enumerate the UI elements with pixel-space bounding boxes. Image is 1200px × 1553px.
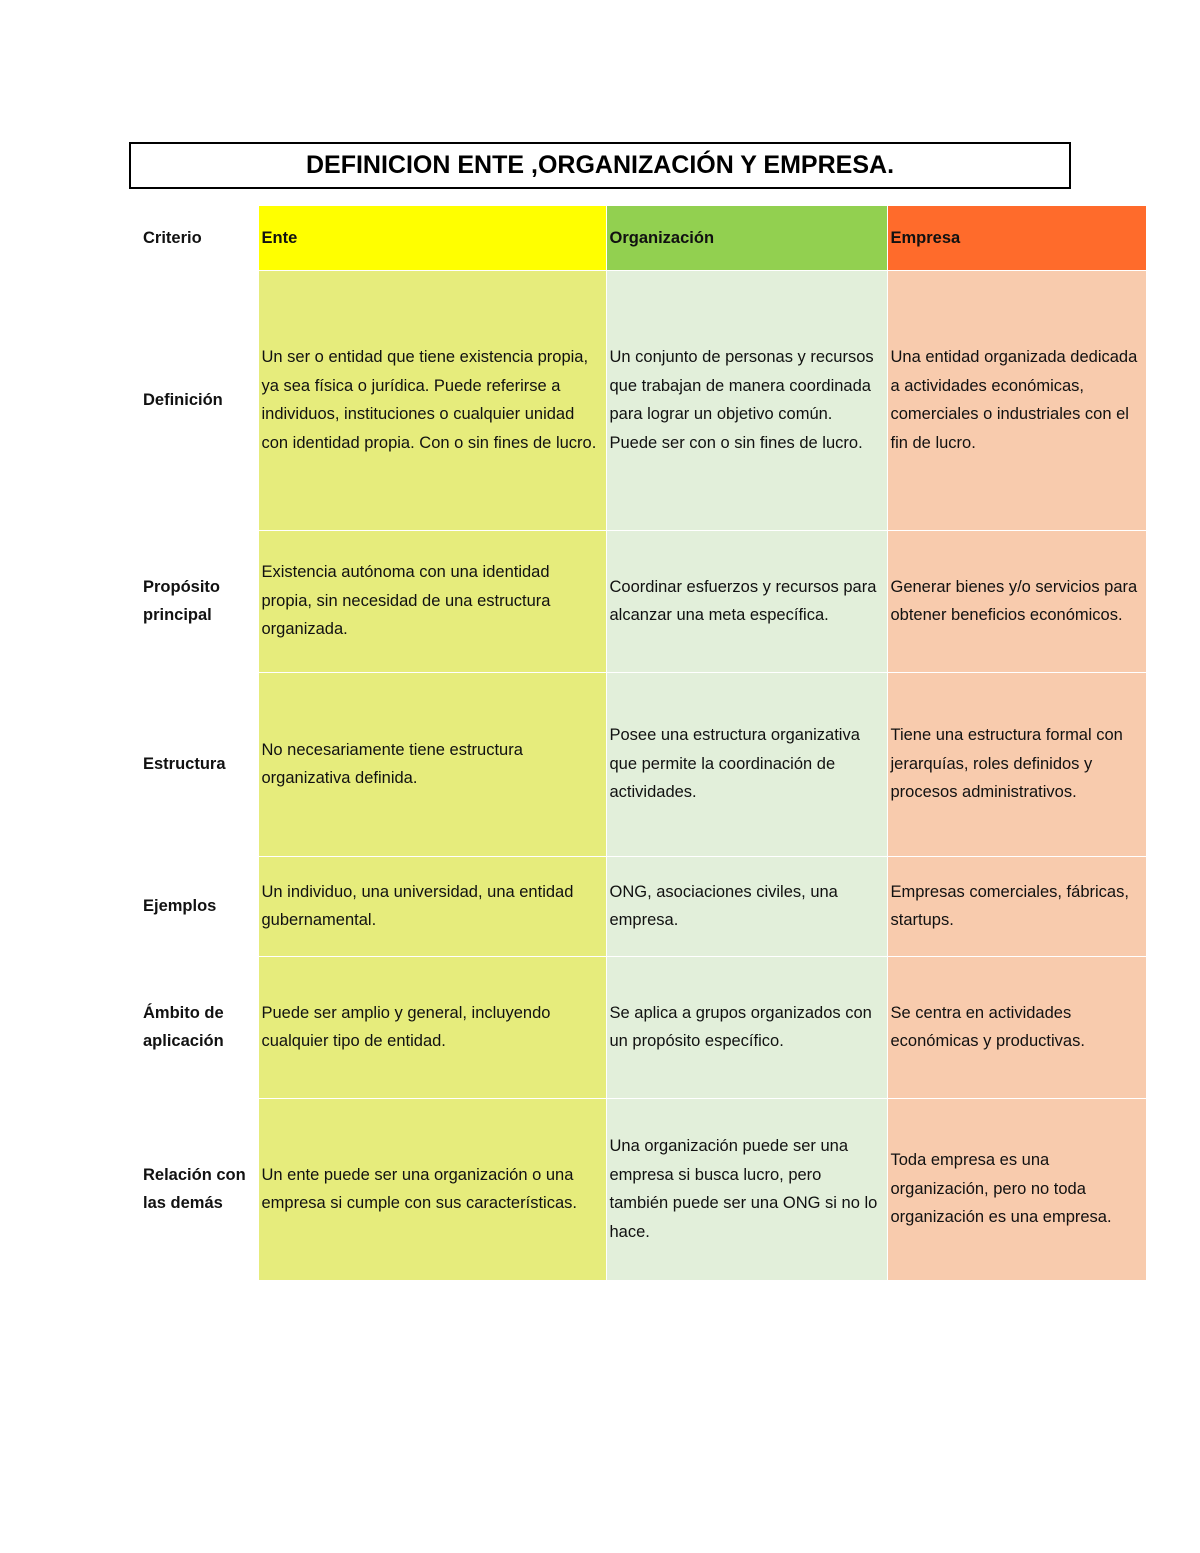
table-cell: Generar bienes y/o servicios para obtene…: [887, 530, 1147, 673]
table-cell: Tiene una estructura formal con jerarquí…: [887, 672, 1147, 857]
table-cell: Existencia autónoma con una identidad pr…: [258, 530, 607, 673]
comparison-table: Criterio Ente Organización Empresa Definició…: [140, 206, 1147, 1281]
table-cell: Se aplica a grupos organizados con un pr…: [606, 956, 888, 1099]
header-cell: Empresa: [887, 206, 1147, 271]
table-cell: ONG, asociaciones civiles, una empresa.: [606, 856, 888, 957]
criterion-cell: Ejemplos: [140, 856, 259, 957]
table-cell: Un conjunto de personas y recursos que t…: [606, 270, 888, 531]
table-row: Ámbito de aplicación Puede ser amplio y g…: [140, 956, 1147, 1099]
table-cell: Una organización puede ser una empresa s…: [606, 1098, 888, 1281]
table-cell: Empresas comerciales, fábricas, startups…: [887, 856, 1147, 957]
criterion-cell: Ámbito de aplicación: [140, 956, 259, 1099]
table-cell: Puede ser amplio y general, incluyendo c…: [258, 956, 607, 1099]
table-row: Estructura No necesariamente tiene estruc…: [140, 672, 1147, 857]
criterion-cell: Estructura: [140, 672, 259, 857]
table-row: Relación con las demás Un ente puede ser …: [140, 1098, 1147, 1281]
table-row: Definición Un ser o entidad que tiene exi…: [140, 270, 1147, 531]
title: DEFINICION ENTE ,ORGANIZACIÓN Y EMPRESA.: [129, 142, 1071, 189]
table-cell: Una entidad organizada dedicada a activi…: [887, 270, 1147, 531]
table-cell: No necesariamente tiene estructura organ…: [258, 672, 607, 857]
table-row: Propósito principal Existencia autónoma c…: [140, 530, 1147, 673]
criterion-cell: Definición: [140, 270, 259, 531]
table-cell: Coordinar esfuerzos y recursos para alca…: [606, 530, 888, 673]
criterion-cell: Relación con las demás: [140, 1098, 259, 1281]
header-cell: Organización: [606, 206, 888, 271]
table-cell: Un individuo, una universidad, una entid…: [258, 856, 607, 957]
table-cell: Un ente puede ser una organización o una…: [258, 1098, 607, 1281]
header-row: Criterio Ente Organización Empresa: [140, 206, 1147, 271]
criterion-cell: Propósito principal: [140, 530, 259, 673]
table-row: Ejemplos Un individuo, una universidad, u…: [140, 856, 1147, 957]
table-cell: Toda empresa es una organización, pero n…: [887, 1098, 1147, 1281]
table-cell: Posee una estructura organizativa que pe…: [606, 672, 888, 857]
table-cell: Un ser o entidad que tiene existencia pr…: [258, 270, 607, 531]
table-cell: Se centra en actividades económicas y pr…: [887, 956, 1147, 1099]
header-cell: Ente: [258, 206, 607, 271]
header-cell: Criterio: [140, 206, 259, 271]
